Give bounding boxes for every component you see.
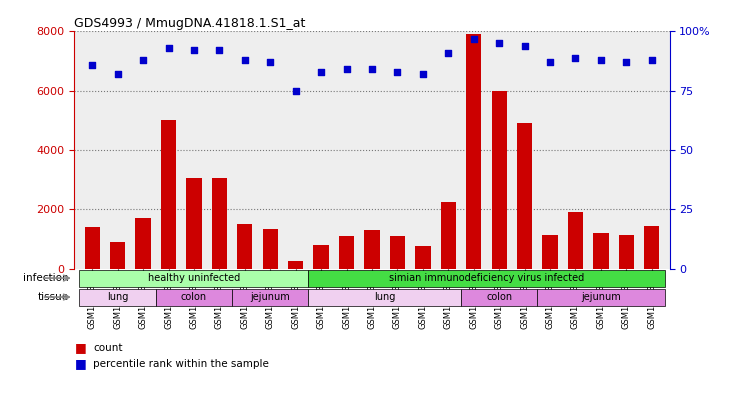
Bar (212, 178, 227, 268)
Point (162, 45, 174, 51)
Point (264, 59, 276, 65)
Bar (135, 218, 151, 268)
Bar (492, 91, 507, 268)
Bar (237, 224, 252, 268)
Bar (155, 288, 232, 306)
Text: count: count (93, 343, 123, 353)
Bar (232, 288, 309, 306)
Bar (85, 227, 100, 268)
Bar (568, 212, 583, 268)
Point (417, 71, 429, 77)
Point (519, 42, 530, 49)
Point (341, 66, 353, 73)
Text: infection: infection (23, 273, 68, 283)
Point (315, 69, 327, 75)
Point (112, 71, 124, 77)
Bar (309, 288, 461, 306)
Text: lung: lung (107, 292, 128, 302)
Text: tissue: tissue (37, 292, 68, 302)
Bar (537, 288, 664, 306)
Bar (309, 270, 664, 286)
Point (468, 35, 480, 42)
Bar (390, 236, 405, 268)
Point (570, 54, 582, 61)
Bar (440, 202, 456, 268)
Bar (110, 242, 125, 268)
Bar (542, 235, 558, 268)
Bar (466, 35, 481, 268)
Text: ■: ■ (74, 357, 86, 370)
Bar (415, 246, 431, 268)
Bar (644, 226, 659, 268)
Text: jejunum: jejunum (581, 292, 620, 302)
Point (620, 59, 632, 65)
Bar (313, 245, 329, 268)
Text: percentile rank within the sample: percentile rank within the sample (93, 358, 269, 369)
Bar (593, 233, 609, 268)
Text: colon: colon (181, 292, 207, 302)
Text: healthy uninfected: healthy uninfected (148, 273, 240, 283)
Point (289, 88, 301, 94)
Text: jejunum: jejunum (251, 292, 290, 302)
Text: lung: lung (374, 292, 395, 302)
Point (188, 47, 200, 53)
Bar (186, 178, 202, 268)
Bar (80, 270, 309, 286)
Point (391, 69, 403, 75)
Bar (517, 123, 532, 268)
Point (214, 47, 225, 53)
Bar (365, 230, 379, 268)
Bar (619, 235, 634, 268)
Point (595, 57, 607, 63)
Point (239, 57, 251, 63)
Bar (288, 261, 304, 268)
Text: simian immunodeficiency virus infected: simian immunodeficiency virus infected (389, 273, 584, 283)
Point (137, 57, 149, 63)
Point (493, 40, 505, 46)
Point (544, 59, 556, 65)
Text: colon: colon (486, 292, 512, 302)
Point (366, 66, 378, 73)
Point (443, 50, 455, 56)
Bar (161, 120, 176, 268)
Bar (339, 236, 354, 268)
Text: ■: ■ (74, 341, 86, 354)
Point (646, 57, 658, 63)
Point (86, 61, 98, 68)
Bar (263, 229, 278, 268)
Bar (80, 288, 155, 306)
Bar (461, 288, 537, 306)
Text: GDS4993 / MmugDNA.41818.1.S1_at: GDS4993 / MmugDNA.41818.1.S1_at (74, 17, 306, 30)
